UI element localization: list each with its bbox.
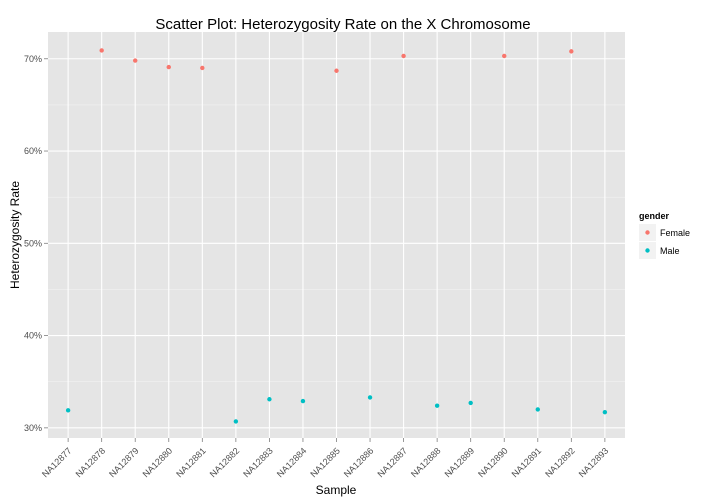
x-tick-label: NA12878 [74, 446, 108, 480]
data-point-female [133, 58, 138, 63]
data-point-female [401, 53, 406, 59]
x-tick-label: NA12892 [543, 446, 577, 480]
y-axis-title: Heterozygosity Rate [8, 181, 22, 289]
x-tick-label: NA12893 [577, 446, 611, 480]
y-tick-label: 50% [24, 238, 42, 248]
y-tick-label: 40% [24, 331, 42, 341]
x-tick-label: NA12887 [375, 446, 409, 480]
data-point-female [334, 68, 339, 73]
data-point-male [233, 419, 239, 424]
legend-title: gender [639, 211, 670, 221]
legend-dot-female [645, 230, 650, 235]
data-point-male [602, 409, 608, 415]
y-axis: 30% 40% 50% 60% 70% [24, 54, 48, 433]
x-tick-label: NA12888 [409, 446, 443, 480]
legend-label-male: Male [660, 246, 680, 256]
x-tick-label: NA12886 [342, 446, 376, 480]
x-tick-label: NA12884 [275, 446, 309, 480]
data-point-male [468, 400, 473, 406]
x-tick-label: NA12879 [107, 446, 141, 480]
grid-major [48, 32, 625, 438]
data-point-female [569, 49, 574, 54]
data-point-female [200, 65, 205, 71]
x-tick-label: NA12890 [476, 446, 510, 480]
data-point-male [535, 407, 540, 412]
x-tick-label: NA12885 [308, 446, 342, 480]
y-tick-label: 70% [24, 54, 42, 64]
x-tick-label: NA12891 [510, 446, 544, 480]
data-point-female [99, 48, 104, 53]
legend: gender Female Male [639, 211, 690, 259]
x-tick-label: NA12883 [241, 446, 275, 480]
data-point-male [300, 398, 306, 404]
data-point-female [502, 53, 507, 59]
data-point-male [367, 395, 373, 400]
x-axis: NA12877 NA12878 NA12879 NA12880 NA12881 NA128… [40, 438, 610, 479]
data-point-female [166, 64, 171, 70]
y-tick-label: 30% [24, 423, 42, 433]
x-tick-label: NA12877 [40, 446, 74, 480]
data-point-male [267, 397, 272, 402]
legend-dot-male [645, 248, 650, 253]
chart-title: Scatter Plot: Heterozygosity Rate on the… [155, 16, 530, 33]
x-tick-label: NA12881 [174, 446, 208, 480]
data-points [65, 48, 608, 424]
y-tick-label: 60% [24, 146, 42, 156]
legend-label-female: Female [660, 228, 690, 238]
x-axis-title: Sample [316, 483, 357, 497]
x-tick-label: NA12889 [443, 446, 477, 480]
data-point-male [434, 403, 440, 408]
data-point-male [65, 408, 71, 413]
x-tick-label: NA12880 [141, 446, 175, 480]
x-tick-label: NA12882 [208, 446, 242, 480]
